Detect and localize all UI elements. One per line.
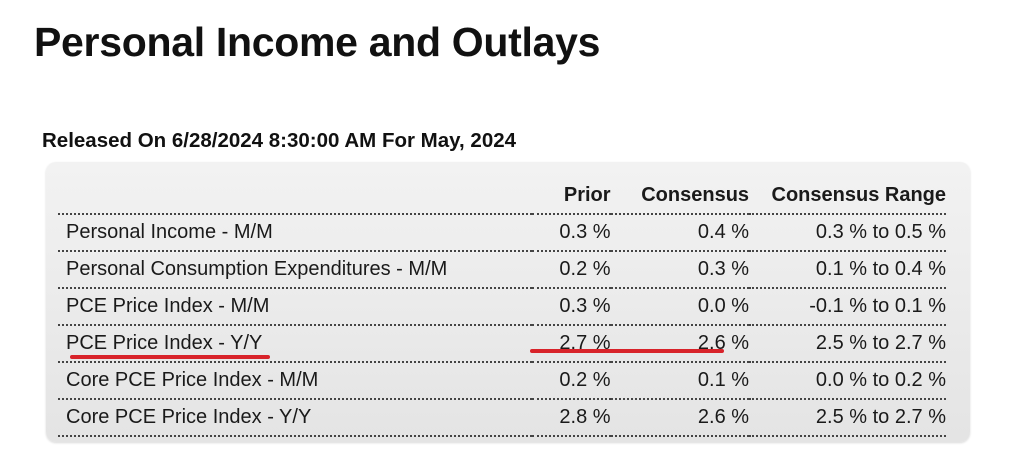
data-panel: Prior Consensus Consensus Range Personal… <box>46 162 970 442</box>
row-name: Personal Income - M/M <box>58 214 532 252</box>
row-consensus: 0.1 % <box>610 362 750 400</box>
row-range: 0.1 % to 0.4 % <box>749 251 946 289</box>
header-consensus-range: Consensus Range <box>749 170 946 215</box>
row-range: 0.3 % to 0.5 % <box>749 214 946 252</box>
row-range: 0.0 % to 0.2 % <box>749 362 946 400</box>
row-name-text: PCE Price Index - Y/Y <box>66 332 263 354</box>
row-consensus: 0.0 % <box>610 288 750 326</box>
highlighted-name: PCE Price Index - Y/Y <box>66 332 270 359</box>
row-range: -0.1 % to 0.1 % <box>749 288 946 326</box>
row-name: Core PCE Price Index - Y/Y <box>58 399 532 437</box>
table-row: Core PCE Price Index - M/M 0.2 % 0.1 % 0… <box>58 362 946 400</box>
header-name <box>58 170 532 215</box>
red-underline-values <box>530 349 724 353</box>
table-row-highlighted: PCE Price Index - Y/Y 2.7 % 2.6 % 2.5 % … <box>58 325 946 363</box>
red-underline <box>70 355 270 359</box>
row-prior: 2.8 % <box>531 399 611 437</box>
row-prior: 0.2 % <box>531 251 611 289</box>
table-header-row: Prior Consensus Consensus Range <box>58 170 946 215</box>
row-consensus: 0.3 % <box>610 251 750 289</box>
indicators-table: Prior Consensus Consensus Range Personal… <box>58 170 946 437</box>
row-consensus: 2.6 % <box>610 325 750 363</box>
row-name: Personal Consumption Expenditures - M/M <box>58 251 532 289</box>
page-title: Personal Income and Outlays <box>34 19 601 65</box>
row-prior: 0.3 % <box>531 214 611 252</box>
header-consensus: Consensus <box>610 170 750 215</box>
table-row: PCE Price Index - M/M 0.3 % 0.0 % -0.1 %… <box>58 288 946 326</box>
row-prior: 2.7 % <box>531 325 611 363</box>
row-range: 2.5 % to 2.7 % <box>749 399 946 437</box>
table-row: Core PCE Price Index - Y/Y 2.8 % 2.6 % 2… <box>58 399 946 437</box>
row-range: 2.5 % to 2.7 % <box>749 325 946 363</box>
row-consensus: 0.4 % <box>610 214 750 252</box>
header-prior: Prior <box>531 170 611 215</box>
row-consensus: 2.6 % <box>610 399 750 437</box>
row-prior: 0.3 % <box>531 288 611 326</box>
row-prior: 0.2 % <box>531 362 611 400</box>
table-row: Personal Consumption Expenditures - M/M … <box>58 251 946 289</box>
row-name: Core PCE Price Index - M/M <box>58 362 532 400</box>
row-name: PCE Price Index - Y/Y <box>58 325 532 363</box>
release-info: Released On 6/28/2024 8:30:00 AM For May… <box>42 129 517 152</box>
table-row: Personal Income - M/M 0.3 % 0.4 % 0.3 % … <box>58 214 946 252</box>
row-name: PCE Price Index - M/M <box>58 288 532 326</box>
